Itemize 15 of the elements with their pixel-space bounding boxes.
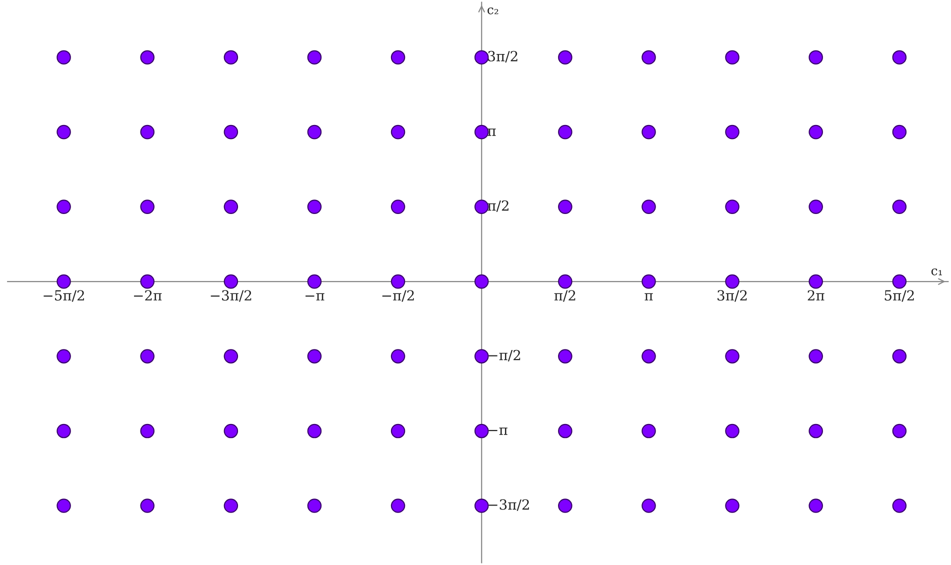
x-tick-label: π <box>644 293 653 300</box>
x-tick-label: −2π <box>134 290 162 300</box>
y-tick-label: −π <box>488 428 508 435</box>
x-tick-label: −π/2 <box>382 290 414 302</box>
x-axis-title: c₁ <box>931 268 942 276</box>
x-tick-label: −5π/2 <box>44 290 84 302</box>
y-tick-label: −π/2 <box>488 350 520 362</box>
x-tick-label: 3π/2 <box>718 290 747 302</box>
y-tick-label: −3π/2 <box>488 499 529 511</box>
x-tick-label: −π <box>306 293 324 300</box>
y-axis-title: c₂ <box>488 7 498 14</box>
x-tick-label: π/2 <box>554 290 576 302</box>
x-tick-label: −3π/2 <box>210 290 252 302</box>
x-tick-label: 2π <box>808 290 824 300</box>
x-tick-label: 5π/2 <box>884 290 914 302</box>
